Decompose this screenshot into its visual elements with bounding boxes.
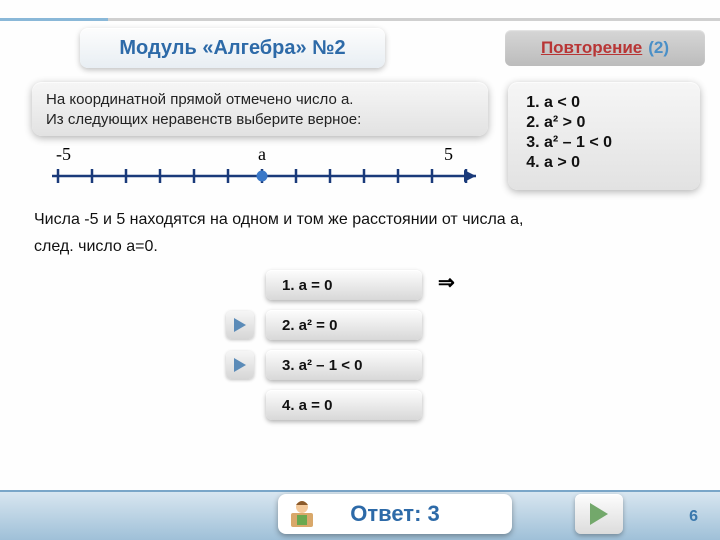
play-button-3[interactable]: [226, 351, 254, 379]
svg-text:-5: -5: [56, 146, 71, 164]
answer-2[interactable]: 2. a² = 0: [266, 310, 422, 340]
question-box: На координатной прямой отмечено число а.…: [32, 82, 488, 136]
module-title: Модуль «Алгебра» №2: [119, 37, 345, 60]
answer-3[interactable]: 3. a² – 1 < 0: [266, 350, 422, 380]
option-2: a² > 0: [544, 114, 682, 132]
svg-text:a: a: [258, 146, 266, 164]
repeat-label: Повторение: [541, 38, 642, 58]
question-line2: Из следующих неравенств выберите верное:: [46, 110, 474, 130]
option-3: a² – 1 < 0: [544, 134, 682, 152]
repeat-button[interactable]: Повторение (2): [505, 30, 705, 66]
option-4: a > 0: [544, 154, 682, 172]
option-1: a < 0: [544, 94, 682, 112]
explanation: Числа -5 и 5 находятся на одном и том же…: [34, 206, 674, 260]
svg-text:5: 5: [444, 146, 453, 164]
final-answer-text: Ответ: 3: [350, 501, 440, 527]
question-line1: На координатной прямой отмечено число а.: [46, 90, 474, 110]
repeat-count: (2): [648, 38, 669, 58]
derived-answers: 1. a = 0 2. a² = 0 3. a² – 1 < 0 4. a = …: [266, 270, 426, 430]
answer-4[interactable]: 4. a = 0: [266, 390, 422, 420]
next-icon: [586, 501, 612, 527]
play-button-2[interactable]: [226, 311, 254, 339]
answer-1[interactable]: 1. a = 0: [266, 270, 422, 300]
explain-line2: след. число а=0.: [34, 233, 674, 260]
implies-symbol: ⇒: [438, 270, 455, 295]
next-button[interactable]: [575, 494, 623, 534]
options-box: a < 0 a² > 0 a² – 1 < 0 a > 0: [508, 82, 700, 190]
student-icon: [286, 496, 318, 530]
final-answer: Ответ: 3: [278, 494, 512, 534]
page-number: 6: [689, 508, 698, 526]
number-line: -5 a 5: [34, 146, 484, 194]
top-stripe: [0, 18, 720, 21]
explain-line1: Числа -5 и 5 находятся на одном и том же…: [34, 206, 674, 233]
module-title-band: Модуль «Алгебра» №2: [80, 28, 385, 68]
